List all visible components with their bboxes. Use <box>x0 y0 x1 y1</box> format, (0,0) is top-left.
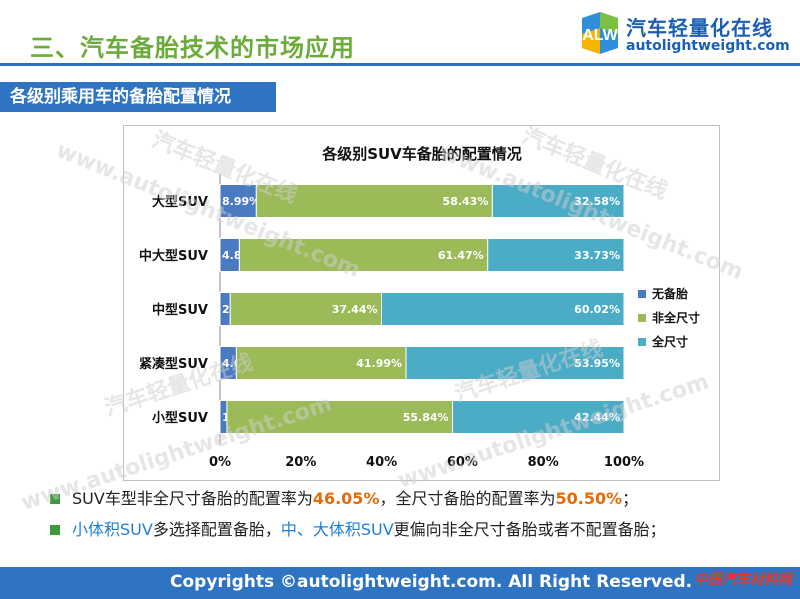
x-tick-label: 100% <box>604 455 644 470</box>
bullet-list: SUV车型非全尺寸备胎的配置率为46.05%，全尺寸备胎的配置率为50.50%；… <box>48 486 788 548</box>
x-tick-label: 60% <box>447 455 478 470</box>
legend-swatch <box>638 338 646 346</box>
category-label: 中型SUV <box>152 302 208 318</box>
logo-text-en: autolightweight.com <box>626 38 790 54</box>
data-label: 32.58% <box>574 195 620 208</box>
x-tick-label: 0% <box>209 455 231 470</box>
data-label: 60.02% <box>574 303 620 316</box>
data-label: 41.99% <box>356 357 402 370</box>
bullet-square-icon <box>50 525 60 535</box>
bar-segment <box>238 238 489 272</box>
bullet-highlight: 中、大体积SUV <box>280 520 394 539</box>
bar-segment <box>491 184 625 218</box>
bullet-square-icon <box>50 494 60 504</box>
page-title: 三、汽车备胎技术的市场应用 <box>30 34 355 62</box>
bullet-value-highlight: 50.50% <box>555 489 623 508</box>
bar-segment <box>219 184 257 218</box>
data-label: 37.44% <box>332 303 378 316</box>
section-title: 各级别乘用车的备胎配置情况 <box>0 82 276 112</box>
data-label: 33.73% <box>574 249 620 262</box>
copyright-text: Copyrights ©autolightweight.com. All Rig… <box>170 572 693 592</box>
header-divider <box>0 63 800 66</box>
logo-mark-icon: ALW <box>582 12 619 54</box>
bar-segment <box>235 346 407 380</box>
data-label: 61.47% <box>438 249 484 262</box>
bar-segment <box>229 292 383 326</box>
data-label: 42.44% <box>574 411 620 424</box>
data-label: 8.99% <box>222 195 260 208</box>
bar-segment <box>405 346 625 380</box>
bullet-highlight: 小体积SUV <box>72 520 153 539</box>
bar-segment <box>381 292 625 326</box>
data-label: 53.95% <box>574 357 620 370</box>
x-tick-label: 20% <box>285 455 316 470</box>
footer-stamp: 中国汽车材料网 <box>694 572 792 588</box>
bullet-item: SUV车型非全尺寸备胎的配置率为46.05%，全尺寸备胎的配置率为50.50%； <box>48 486 788 512</box>
x-tick-label: 40% <box>366 455 397 470</box>
legend-label: 全尺寸 <box>651 334 688 349</box>
category-label: 中大型SUV <box>139 248 208 264</box>
bar-segment <box>226 400 454 434</box>
brand-logo[interactable]: ALW 汽车轻量化在线 autolightweight.com <box>578 10 790 60</box>
bar-segment <box>452 400 625 434</box>
chart-title: 各级别SUV车备胎的配置情况 <box>321 145 522 163</box>
legend-label: 非全尺寸 <box>652 310 700 325</box>
logo-text-cn: 汽车轻量化在线 <box>626 16 773 40</box>
bullet-text: ； <box>622 489 639 508</box>
bullet-text: ，全尺寸备胎的配置率为 <box>379 489 556 508</box>
data-label: 58.43% <box>443 195 489 208</box>
legend-swatch <box>638 314 646 322</box>
bar-segment <box>487 238 625 272</box>
legend-swatch <box>638 290 646 298</box>
category-label: 紧凑型SUV <box>139 356 208 372</box>
bullet-text: 更偏向非全尺寸备胎或者不配置备胎； <box>393 520 666 539</box>
x-tick-label: 80% <box>528 455 559 470</box>
bullet-text: 多选择配置备胎， <box>152 520 281 539</box>
data-label: 55.84% <box>403 411 449 424</box>
chart-container: 各级别SUV车备胎的配置情况大型SUV 8.99% 58.43% 32.58% 中大型S… <box>123 125 720 481</box>
bullet-item: 小体积SUV多选择配置备胎，中、大体积SUV更偏向非全尺寸备胎或者不配置备胎； <box>48 517 788 543</box>
legend-label: 无备胎 <box>651 286 688 301</box>
category-label: 大型SUV <box>152 194 208 210</box>
footer-bar: Copyrights ©autolightweight.com. All Rig… <box>0 567 800 599</box>
bullet-value-highlight: 46.05% <box>312 489 380 508</box>
svg-text:ALW: ALW <box>582 27 618 44</box>
bullet-text: SUV车型非全尺寸备胎的配置率为 <box>72 489 313 508</box>
category-label: 小型SUV <box>152 410 208 426</box>
